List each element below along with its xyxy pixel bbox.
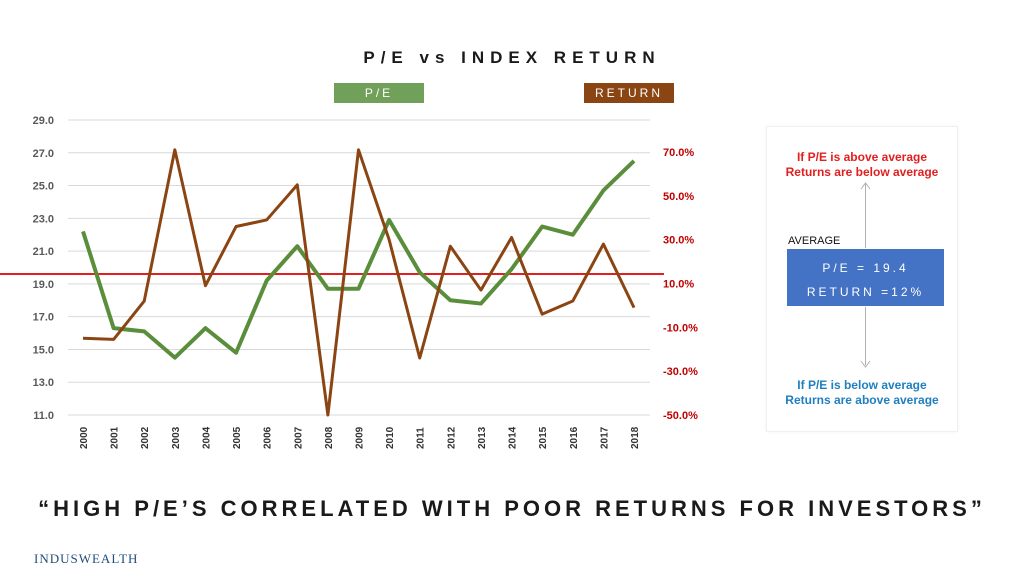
x-tick-label: 2006 (263, 426, 274, 449)
left-tick-label: 23.0 (33, 213, 54, 225)
x-tick-label: 2004 (201, 426, 212, 449)
quote-headline: “HIGH P/E’S CORRELATED WITH POOR RETURNS… (38, 496, 986, 521)
x-tick-label: 2002 (140, 426, 151, 449)
down-arrow-icon (860, 360, 871, 368)
left-tick-label: 27.0 (33, 148, 54, 160)
x-tick-label: 2005 (232, 426, 243, 449)
legend-pe: P/E (334, 83, 424, 103)
up-arrow-line (865, 184, 866, 248)
x-tick-label: 2007 (293, 426, 304, 449)
right-axis-ticks: 70.0% 50.0% 30.0% 10.0% -10.0% -30.0% -50.0% (663, 147, 698, 422)
left-tick-label: 25.0 (33, 181, 54, 193)
left-tick-label: 29.0 (33, 115, 54, 127)
left-tick-label: 13.0 (33, 377, 54, 389)
x-tick-label: 2014 (508, 426, 519, 449)
up-arrow-icon (860, 182, 871, 190)
x-tick-label: 2013 (477, 426, 488, 449)
average-panel: If P/E is above average Returns are belo… (766, 126, 958, 432)
right-tick-label: -50.0% (663, 410, 698, 422)
left-tick-label: 19.0 (33, 279, 54, 291)
down-arrow-line (865, 307, 866, 365)
x-tick-label: 2010 (385, 426, 396, 449)
right-tick-label: 10.0% (663, 279, 694, 291)
above-note-line2: Returns are below average (785, 165, 939, 179)
left-axis-ticks: 29.0 27.0 25.0 23.0 21.0 19.0 17.0 15.0 13.0 11.0 (33, 115, 54, 422)
average-label: AVERAGE (788, 235, 841, 247)
left-tick-label: 15.0 (33, 344, 54, 356)
right-tick-label: 50.0% (663, 191, 694, 203)
x-tick-label: 2000 (79, 426, 90, 449)
above-average-note: If P/E is above average Returns are belo… (767, 150, 957, 180)
below-note-line1: If P/E is below average (797, 378, 927, 392)
x-tick-label: 2003 (171, 426, 182, 449)
left-tick-label: 21.0 (33, 246, 54, 258)
legend-return: RETURN (584, 83, 674, 103)
right-tick-label: 70.0% (663, 147, 694, 159)
above-note-line1: If P/E is above average (796, 150, 928, 164)
gridlines (68, 119, 650, 416)
company-logo: INDUSWEALTH (34, 551, 139, 566)
x-tick-label: 2009 (355, 426, 366, 449)
average-box: P/E = 19.4 RETURN =12% (787, 249, 944, 306)
x-tick-label: 2018 (630, 426, 641, 449)
right-tick-label: -10.0% (663, 322, 698, 334)
x-tick-label: 2017 (599, 426, 610, 449)
series-line-return (82, 148, 636, 417)
average-return: RETURN =12% (806, 285, 925, 299)
x-tick-label: 2016 (569, 426, 580, 449)
left-tick-label: 17.0 (33, 312, 54, 324)
below-note-line2: Returns are above average (785, 393, 939, 407)
left-tick-label: 11.0 (33, 410, 54, 422)
right-tick-label: -30.0% (663, 366, 698, 378)
x-tick-label: 2012 (446, 426, 457, 449)
x-tick-label: 2008 (324, 426, 335, 449)
x-tick-label: 2011 (416, 427, 427, 449)
right-tick-label: 30.0% (663, 235, 694, 247)
series-lines (0, 148, 664, 417)
chart-title: P/E vs INDEX RETURN (363, 48, 661, 67)
x-tick-label: 2001 (110, 426, 121, 449)
x-axis-ticks: 2000 2001 2002 2003 2004 2005 2006 2007 2008 2009… (79, 426, 641, 449)
average-pe: P/E = 19.4 (822, 261, 909, 275)
x-tick-label: 2015 (538, 426, 549, 449)
below-average-note: If P/E is below average Returns are abov… (767, 378, 957, 408)
